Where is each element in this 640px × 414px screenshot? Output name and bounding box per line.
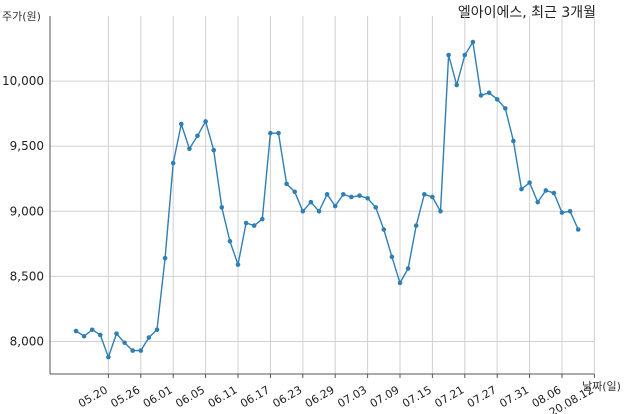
data-point xyxy=(470,39,476,45)
data-point xyxy=(405,266,411,271)
data-point xyxy=(81,333,87,339)
x-tick-labels: 05.2005.2606.0106.0506.1106.1706.2306.29… xyxy=(76,383,596,414)
data-point xyxy=(195,133,200,139)
data-point xyxy=(446,52,451,58)
data-point xyxy=(122,340,127,346)
data-point xyxy=(73,328,79,334)
data-point xyxy=(170,160,176,166)
data-point xyxy=(397,280,403,286)
data-point xyxy=(187,146,192,152)
data-point xyxy=(179,121,184,127)
y-tick-labels: 8,000 8,500 9,000 9,500 10,000 xyxy=(2,74,44,348)
data-point xyxy=(268,130,273,136)
data-point xyxy=(535,199,540,205)
data-point xyxy=(357,193,362,198)
x-tick-label: 06.17 xyxy=(238,383,272,410)
data-point xyxy=(235,262,241,267)
x-tick-label: 06.29 xyxy=(303,383,337,410)
data-point xyxy=(454,82,460,88)
x-tick-label: 06.11 xyxy=(206,383,240,410)
data-point xyxy=(349,194,354,200)
y-tick-label: 8,500 xyxy=(10,269,44,283)
y-tick-label: 8,000 xyxy=(10,334,44,348)
data-point xyxy=(211,147,216,153)
data-point xyxy=(381,227,387,232)
data-point xyxy=(519,186,524,192)
data-point xyxy=(430,194,435,200)
chart-title: 엘아이에스, 최근 3개월 xyxy=(457,5,596,21)
data-point xyxy=(551,190,557,196)
grid-lines xyxy=(50,16,595,374)
data-point xyxy=(203,119,208,124)
data-point xyxy=(89,327,95,333)
data-point xyxy=(438,208,443,214)
data-point xyxy=(567,208,573,214)
x-tick-label: 07.31 xyxy=(497,383,531,410)
data-point xyxy=(389,254,395,260)
data-point xyxy=(494,97,500,102)
y-tick-label: 9,500 xyxy=(10,139,44,153)
data-point xyxy=(243,220,249,226)
data-point xyxy=(478,93,484,98)
x-tick-label: 06.05 xyxy=(173,383,207,410)
x-tick-label: 07.15 xyxy=(400,383,434,410)
data-point xyxy=(511,138,516,144)
y-tick-label: 10,000 xyxy=(2,74,44,88)
series-group xyxy=(73,39,581,360)
data-point xyxy=(219,205,225,210)
data-point xyxy=(114,331,119,336)
y-axis-label: 주가(원) xyxy=(2,10,41,23)
series-line xyxy=(75,40,579,360)
data-point xyxy=(284,181,289,187)
data-point xyxy=(324,192,330,197)
data-point xyxy=(146,335,152,340)
data-point xyxy=(316,208,322,214)
data-point xyxy=(486,90,492,96)
x-tick-label: 07.03 xyxy=(335,383,369,410)
data-point xyxy=(413,223,419,228)
data-point xyxy=(130,348,135,353)
data-point xyxy=(260,216,265,222)
data-point xyxy=(422,192,427,197)
data-point xyxy=(106,354,111,360)
x-tick-label: 07.09 xyxy=(368,383,402,410)
data-point xyxy=(308,199,314,205)
data-point xyxy=(527,180,532,185)
data-point xyxy=(365,195,370,201)
data-point xyxy=(162,255,168,261)
x-tick-label: 05.20 xyxy=(76,383,110,410)
data-point xyxy=(154,327,160,333)
data-point xyxy=(292,189,298,195)
data-point xyxy=(300,208,306,214)
x-tick-label: 06.23 xyxy=(271,383,305,410)
data-point xyxy=(138,348,144,353)
data-point xyxy=(575,227,581,232)
x-tick-label: 07.21 xyxy=(433,383,467,410)
y-tick-label: 9,000 xyxy=(10,204,44,218)
axes xyxy=(49,16,595,378)
x-tick-label: 06.01 xyxy=(141,383,175,410)
data-point xyxy=(543,188,549,193)
x-tick-label: 07.27 xyxy=(465,383,499,410)
data-point xyxy=(332,203,338,209)
data-point xyxy=(251,223,257,228)
x-tick-label: 05.26 xyxy=(109,383,143,410)
x-axis-label: 날짜(일) xyxy=(582,380,621,393)
data-point xyxy=(503,106,508,111)
data-point xyxy=(373,205,379,210)
data-point xyxy=(341,192,346,197)
data-point xyxy=(559,210,565,215)
data-point xyxy=(276,130,281,136)
data-point xyxy=(98,332,103,338)
data-point xyxy=(227,238,233,244)
data-point xyxy=(462,52,468,58)
